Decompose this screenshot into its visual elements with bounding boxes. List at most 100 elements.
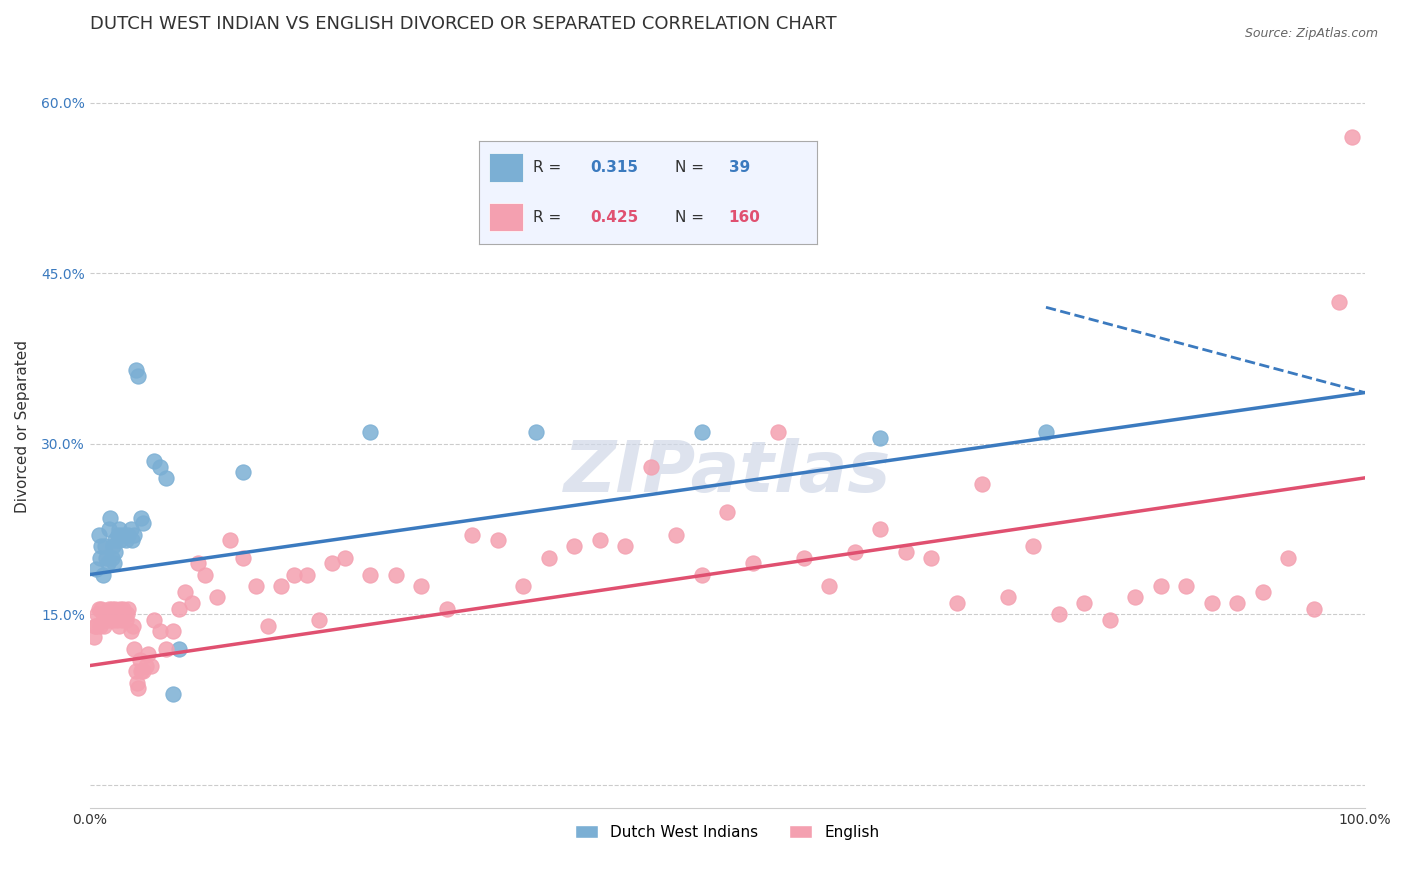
Point (562, 539, 585, 553)
Point (86, 607, 108, 622)
Point (111, 613, 134, 627)
Point (100, 550, 122, 565)
Point (768, 425, 790, 440)
Point (98, 601, 121, 615)
Point (127, 681, 149, 696)
Point (436, 601, 458, 615)
Point (112, 607, 135, 622)
Point (142, 454, 165, 468)
Point (98, 522, 121, 536)
Point (127, 368, 149, 383)
Point (167, 641, 190, 656)
Point (100, 601, 122, 615)
Point (114, 613, 136, 627)
Point (194, 567, 217, 582)
Text: Source: ZipAtlas.com: Source: ZipAtlas.com (1244, 27, 1378, 40)
Point (690, 425, 713, 440)
Point (245, 579, 267, 593)
Point (120, 522, 142, 536)
Point (155, 471, 177, 485)
Point (295, 567, 318, 582)
Point (97, 556, 120, 570)
Point (110, 601, 132, 615)
Point (283, 567, 305, 582)
Point (115, 607, 138, 622)
Point (98, 510, 121, 524)
Point (135, 658, 157, 673)
Point (1277, 550, 1299, 565)
Point (486, 533, 509, 548)
Point (321, 556, 343, 570)
Point (174, 584, 197, 599)
Point (219, 533, 242, 548)
Point (385, 567, 408, 582)
Point (90, 601, 112, 615)
Point (107, 607, 129, 622)
Point (105, 613, 128, 627)
Point (1047, 607, 1070, 622)
Point (1341, 129, 1364, 144)
Point (1150, 579, 1173, 593)
Point (716, 505, 738, 519)
Point (869, 522, 891, 536)
Point (524, 425, 547, 440)
Point (138, 647, 160, 661)
Point (333, 550, 356, 565)
Point (124, 528, 146, 542)
Point (91, 607, 114, 622)
Point (207, 591, 229, 605)
Point (512, 579, 534, 593)
Point (84, 619, 107, 633)
Point (537, 550, 560, 565)
Point (87, 528, 110, 542)
Point (155, 641, 177, 656)
Point (132, 665, 155, 679)
Point (83, 630, 105, 644)
Point (104, 545, 127, 559)
Point (1035, 425, 1057, 440)
Point (101, 613, 124, 627)
Point (110, 533, 132, 548)
Point (91, 567, 114, 582)
Point (972, 476, 994, 491)
Point (89, 619, 111, 633)
Point (129, 665, 152, 679)
Point (125, 675, 148, 690)
Point (142, 613, 165, 627)
Point (149, 459, 172, 474)
Point (125, 665, 148, 679)
Point (104, 601, 127, 615)
Point (920, 550, 942, 565)
Point (180, 596, 202, 610)
Point (945, 596, 967, 610)
Point (162, 624, 184, 639)
Point (103, 607, 125, 622)
Legend: Dutch West Indians, English: Dutch West Indians, English (569, 819, 886, 846)
Point (120, 624, 142, 639)
Point (818, 579, 841, 593)
Point (187, 556, 209, 570)
Point (132, 516, 155, 531)
Point (93, 619, 115, 633)
Point (94, 539, 117, 553)
Point (665, 528, 688, 542)
Point (97, 607, 120, 622)
Point (1226, 596, 1249, 610)
Point (139, 658, 162, 673)
Point (114, 533, 136, 548)
Point (84, 562, 107, 576)
Point (149, 624, 172, 639)
Point (104, 533, 127, 548)
Point (1073, 596, 1095, 610)
Point (124, 641, 146, 656)
Point (741, 556, 763, 570)
Point (1327, 294, 1350, 309)
Point (96, 550, 118, 565)
Point (128, 653, 150, 667)
Point (270, 579, 292, 593)
Point (614, 539, 637, 553)
Point (461, 528, 484, 542)
Point (89, 550, 111, 565)
Point (1123, 591, 1146, 605)
Point (359, 567, 381, 582)
